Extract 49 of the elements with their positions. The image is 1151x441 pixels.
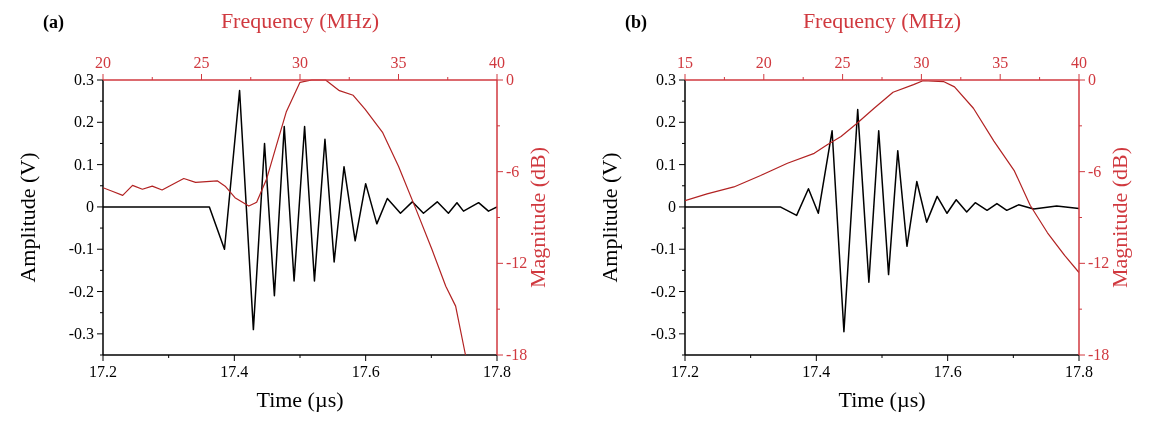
y-tick-label: -6 xyxy=(506,162,520,180)
chart-title: (b) xyxy=(625,12,647,33)
y-tick-label: -0.3 xyxy=(650,324,676,342)
x-tick-label: 15 xyxy=(677,54,693,71)
x-tick-label: 17.2 xyxy=(89,363,117,380)
y-tick-label: -18 xyxy=(1088,346,1110,363)
x-tick-label: 17.4 xyxy=(220,363,249,380)
y-axis-title: Amplitude (V) xyxy=(15,152,40,283)
x-axis-title: Frequency (MHz) xyxy=(220,8,380,33)
x-tick-label: 35 xyxy=(992,54,1009,71)
y-tick-label: 0.3 xyxy=(656,71,676,88)
y-tick-label: 0.3 xyxy=(74,71,94,88)
x-tick-label: 17.4 xyxy=(802,363,831,380)
y-tick-label: 0.2 xyxy=(656,113,676,131)
x-tick-label: 17.8 xyxy=(1065,363,1093,380)
x-tick-label: 17.8 xyxy=(483,363,511,380)
y-tick-label: -0.2 xyxy=(68,282,94,300)
x-tick-label: 25 xyxy=(834,54,851,71)
chart-title: (a) xyxy=(43,12,64,33)
x-tick-label: 30 xyxy=(913,54,930,71)
y-axis-title: Amplitude (V) xyxy=(597,152,622,283)
y-tick-label: 0 xyxy=(506,71,514,88)
x-tick-label: 40 xyxy=(489,54,505,71)
x-tick-label: 35 xyxy=(390,54,407,71)
y-tick-label: 0 xyxy=(1088,71,1096,88)
y-tick-label: -0.1 xyxy=(650,240,676,258)
x-tick-label: 17.6 xyxy=(351,363,380,380)
y-tick-label: 0.1 xyxy=(74,155,94,173)
y-tick-label: -12 xyxy=(506,254,528,272)
x-tick-label: 17.6 xyxy=(933,363,962,380)
y-tick-label: -18 xyxy=(506,346,528,363)
x-axis-title: Time (µs) xyxy=(838,387,926,412)
x-tick-label: 40 xyxy=(1071,54,1087,71)
x-axis-title: Frequency (MHz) xyxy=(802,8,962,33)
x-tick-label: 30 xyxy=(292,54,308,71)
y-tick-label: -12 xyxy=(1088,254,1110,272)
y-tick-label: -0.1 xyxy=(68,240,94,258)
y-tick-label: -0.2 xyxy=(650,282,676,300)
x-tick-label: 20 xyxy=(95,54,111,71)
y-tick-label: -0.3 xyxy=(68,324,94,342)
y-tick-label: 0.1 xyxy=(656,155,676,173)
x-tick-label: 17.2 xyxy=(671,363,699,380)
x-tick-label: 25 xyxy=(193,54,210,71)
y-tick-label: 0 xyxy=(668,197,676,215)
x-axis-title: Time (µs) xyxy=(256,387,344,412)
y-tick-label: 0.2 xyxy=(74,113,94,131)
x-tick-label: 20 xyxy=(755,54,772,71)
y-tick-label: -6 xyxy=(1088,162,1102,180)
y-tick-label: 0 xyxy=(86,197,94,215)
